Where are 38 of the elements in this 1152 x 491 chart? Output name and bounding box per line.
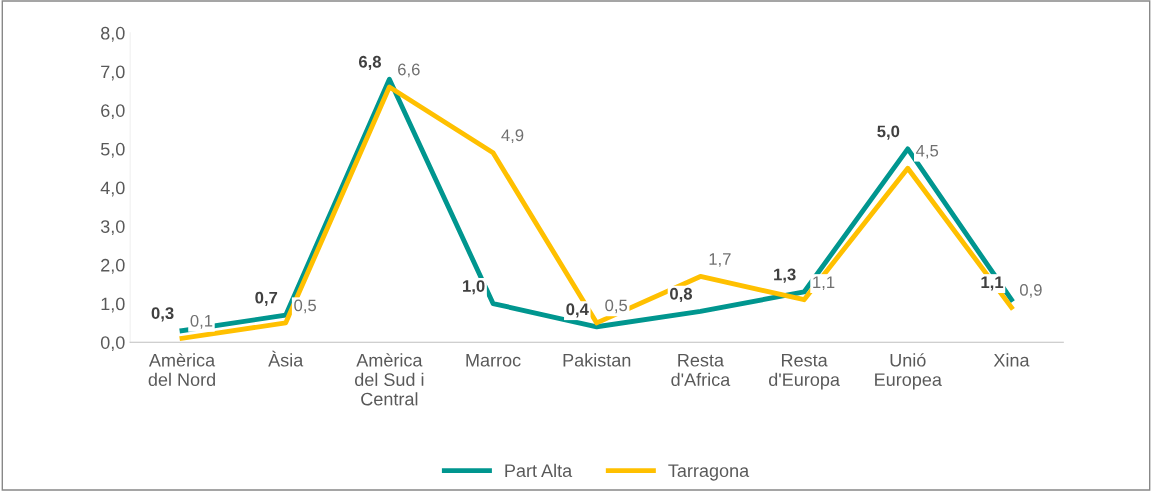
data-label: 0,1 (190, 314, 213, 329)
data-label: 0,4 (566, 303, 589, 318)
data-label: 6,8 (358, 55, 382, 71)
data-label: 0,3 (151, 307, 174, 322)
data-label: 5,0 (877, 125, 900, 140)
x-tick-label: Resta d'Europa (769, 354, 840, 390)
data-label: 0,8 (670, 287, 693, 303)
data-label: 1,3 (774, 268, 796, 283)
data-label: 1,1 (813, 276, 835, 291)
data-label: 0,9 (1019, 284, 1042, 298)
y-tick-label: 5,0 (100, 142, 125, 158)
x-tick-label: Pakistan (563, 353, 631, 367)
data-label: 1,7 (709, 253, 731, 267)
y-tick-label: 6,0 (101, 104, 125, 120)
y-tick-label: 8,0 (101, 26, 125, 42)
x-tick-label: Xina (993, 353, 1030, 367)
y-tick-label: 4,0 (100, 181, 125, 197)
data-label: 4,9 (501, 129, 524, 144)
legend-label: Part Alta (505, 463, 573, 478)
x-tick-label: Marroc (466, 354, 521, 367)
data-label: 1,0 (463, 280, 485, 295)
y-tick-label: 1,0 (101, 297, 125, 313)
x-tick-label: Amèrica del Sud i Central (355, 353, 424, 406)
data-label: 0,5 (294, 299, 317, 314)
y-tick-label: 7,0 (101, 65, 125, 81)
y-tick-label: 3,0 (100, 220, 125, 236)
legend-label: Tarragona (668, 464, 750, 481)
x-tick-label: Unió Europea (875, 353, 942, 390)
x-tick-label: Amèrica del Nord (148, 353, 216, 387)
data-label: 6,6 (398, 63, 420, 78)
data-label: 4,5 (916, 144, 939, 159)
y-tick-label: 2,0 (101, 258, 125, 274)
x-tick-label: Resta d'Africa (671, 354, 731, 387)
y-tick-label: 0,0 (100, 336, 125, 352)
data-label: 1,1 (981, 276, 1004, 291)
data-label: 0,5 (605, 299, 628, 314)
data-label: 0,7 (255, 291, 278, 306)
x-tick-label: Àsia (268, 350, 304, 367)
